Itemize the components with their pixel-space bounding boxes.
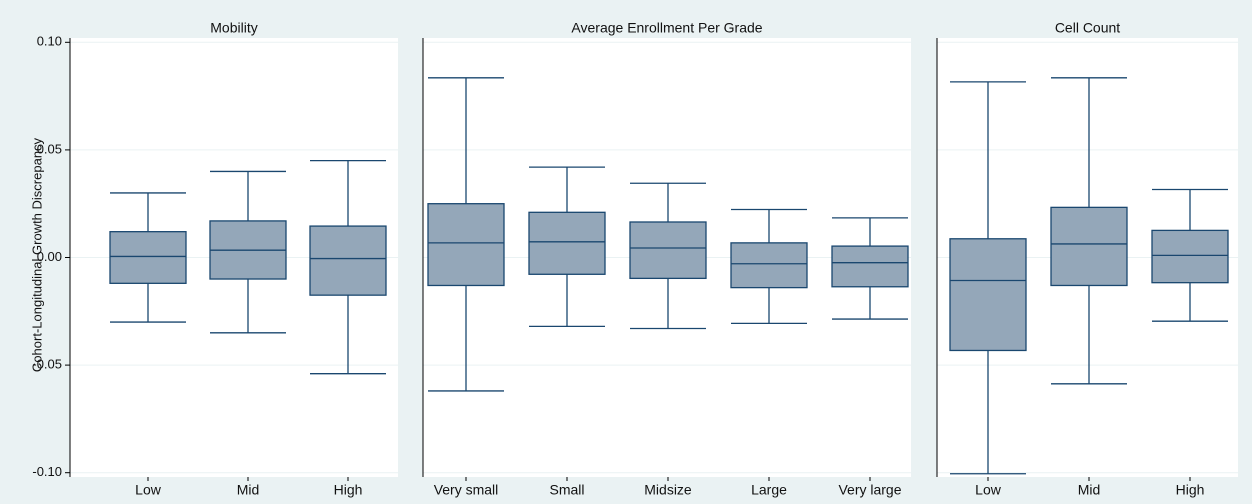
x-tick-label: Small <box>549 481 584 497</box>
box <box>1151 229 1229 284</box>
y-tick-label: -0.05 <box>32 357 62 372</box>
x-tick-label: High <box>1176 481 1205 497</box>
box <box>831 245 909 288</box>
x-tick-label: Large <box>751 481 787 497</box>
x-tick-label: Mid <box>237 481 260 497</box>
x-tick-label: Midsize <box>644 481 692 497</box>
box <box>427 203 505 287</box>
y-tick-label: -0.10 <box>32 464 62 479</box>
panel-header <box>70 18 398 38</box>
y-axis-label: Cohort-Longitudinal Growth Discrepancy <box>29 137 44 372</box>
panel-title: Mobility <box>210 20 257 36</box>
panel-title: Cell Count <box>1055 20 1120 36</box>
box <box>949 238 1027 352</box>
panel-header <box>937 18 1238 38</box>
box <box>309 225 387 296</box>
panel-header <box>423 18 911 38</box>
panel-title: Average Enrollment Per Grade <box>571 20 762 36</box>
y-tick-label: 0.10 <box>37 34 62 49</box>
y-tick-label: 0.00 <box>37 249 62 264</box>
box <box>109 231 187 284</box>
box <box>1050 206 1128 287</box>
x-tick-label: High <box>334 481 363 497</box>
x-tick-label: Very large <box>838 481 901 497</box>
box <box>528 211 606 275</box>
x-tick-label: Very small <box>434 481 499 497</box>
y-tick-label: 0.05 <box>37 141 62 156</box>
box <box>629 221 707 280</box>
box <box>730 242 808 289</box>
x-tick-label: Low <box>135 481 162 497</box>
x-tick-label: Mid <box>1078 481 1101 497</box>
x-tick-label: Low <box>975 481 1002 497</box>
